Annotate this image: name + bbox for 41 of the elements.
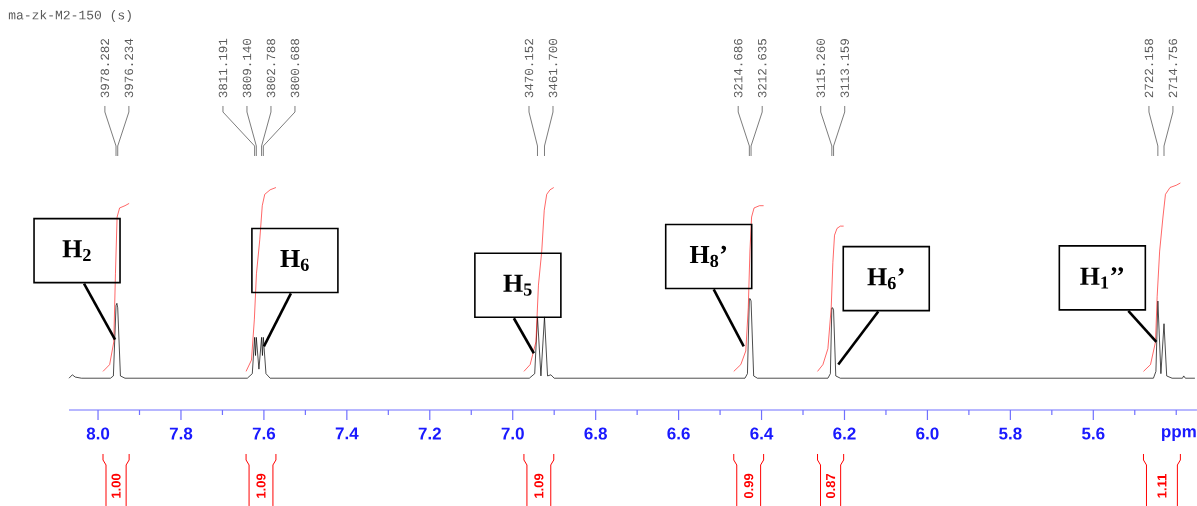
- x-tick-label: 6.2: [833, 427, 856, 440]
- x-tick-label: 7.4: [335, 427, 359, 440]
- text: 1.00: [111, 473, 121, 498]
- chart-title: ma-zk-M2-150 (s): [8, 9, 131, 23]
- annotation: H$_{1}$’’: [1080, 267, 1124, 289]
- x-tick-label: 7.6: [252, 427, 276, 440]
- annotation: 2714.756: [1168, 39, 1178, 98]
- annotation: 3212.635: [757, 38, 767, 98]
- x-tick-label: 6.8: [584, 427, 607, 440]
- annotation: 3802.788: [266, 39, 276, 98]
- x-tick-label: 8.0: [86, 427, 110, 440]
- x-tick-label: 6.6: [667, 427, 690, 440]
- text: 1.11: [1157, 474, 1167, 498]
- annotation: H$_{6}$: [280, 249, 309, 271]
- annotation: 2722.158: [1144, 39, 1154, 98]
- annotation: H$_{2}$: [62, 240, 91, 261]
- x-axis-title: ppm: [1162, 428, 1196, 441]
- x-tick-label: 7.2: [418, 427, 441, 440]
- annotation: 3214.686: [733, 39, 743, 98]
- annotation: 3811.191: [218, 38, 228, 98]
- x-tick-label: 6.4: [750, 427, 774, 440]
- text: 1.09: [256, 473, 266, 498]
- x-tick-label: 5.8: [999, 427, 1022, 440]
- x-tick-label: 6.0: [916, 427, 939, 440]
- text: 0.87: [825, 473, 836, 499]
- text: 0.99: [744, 473, 754, 499]
- annotation: 3470.152: [524, 39, 534, 98]
- annotation: 3800.688: [290, 39, 300, 98]
- annotation: 3976.234: [124, 38, 134, 98]
- text: 1.09: [534, 473, 544, 498]
- annotation: 3461.700: [548, 38, 558, 98]
- annotation: H$_{6}$’: [867, 267, 904, 290]
- x-tick-label: 7.8: [169, 427, 193, 440]
- x-tick-label: 5.6: [1082, 427, 1105, 440]
- annotation: 3115.260: [816, 38, 825, 98]
- annotation: H$_{8}$’: [689, 245, 727, 268]
- annotation: 3809.140: [242, 38, 252, 98]
- x-tick-label: 7.0: [501, 427, 524, 440]
- annotation: 3978.282: [100, 39, 110, 98]
- annotation: 3113.159: [840, 39, 849, 98]
- annotation: H$_{5}$: [503, 274, 532, 296]
